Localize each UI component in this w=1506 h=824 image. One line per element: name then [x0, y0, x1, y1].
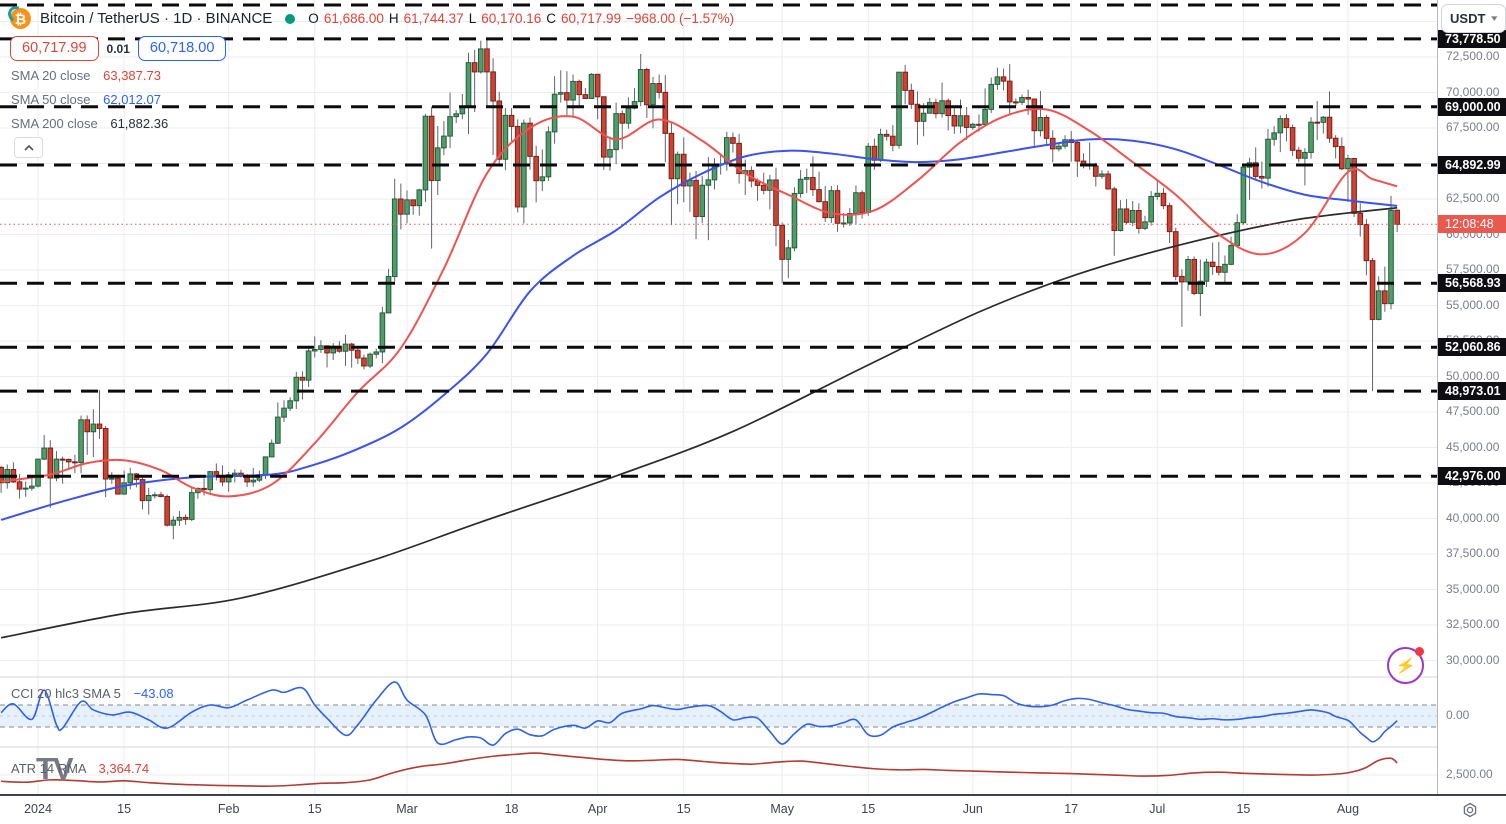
legend-atr[interactable]: ATR 14 RMA 3,364.74 — [11, 761, 149, 776]
cci-tick-label: 0.00 — [1446, 708, 1470, 722]
low-value: 60,170.16 — [481, 11, 542, 26]
price-tick-label: 32,500.00 — [1446, 617, 1500, 631]
price-tick-label: 57,500.00 — [1446, 262, 1500, 276]
close-label: C — [546, 11, 557, 26]
sma200-label: SMA 200 close — [11, 116, 98, 131]
currency-toggle-button[interactable]: USDT ▾ — [1441, 4, 1506, 33]
time-tick-label: 2024 — [24, 802, 52, 816]
level-price-badge: 73,778.50 — [1438, 29, 1506, 48]
market-status-icon[interactable] — [285, 13, 296, 24]
high-label: H — [388, 11, 399, 26]
level-price-badge: 52,060.86 — [1438, 338, 1506, 357]
buy-button[interactable]: 60,718.00 — [137, 36, 227, 61]
quick-alert-button[interactable]: ⚡ — [1387, 647, 1424, 684]
price-tick-label: 67,500.00 — [1446, 120, 1500, 134]
grid — [0, 0, 1437, 794]
quote-row: 60,717.99 0.01 60,718.00 — [10, 36, 227, 61]
cci-line — [0, 681, 1398, 746]
price-axis[interactable]: USDT ▾ 72,500.00 70,000.00 67,500.00 62,500… — [1437, 0, 1506, 794]
lightning-icon: ⚡ — [1394, 656, 1417, 676]
time-tick-label: 15 — [861, 802, 876, 816]
price-pane — [0, 38, 1400, 639]
atr-value: 3,364.74 — [98, 761, 150, 776]
time-tick-label: 15 — [676, 802, 691, 816]
price-tick-label: 45,000.00 — [1446, 439, 1500, 454]
bitcoin-icon: ₿ — [10, 8, 31, 29]
open-label: O — [308, 11, 319, 26]
time-tick-label: Mar — [396, 802, 418, 816]
atr-pane — [1, 752, 1398, 787]
price-tick-label: 50,000.00 — [1446, 368, 1500, 383]
sma50-line — [0, 138, 1398, 521]
legend-sma20[interactable]: SMA 20 close 63,387.73 — [11, 68, 161, 83]
chevron-up-icon — [23, 144, 34, 151]
sell-button[interactable]: 60,717.99 — [10, 36, 99, 61]
time-axis[interactable]: 2024 15 Feb 15 Mar 18 Apr 15 May 15 Jun 17 Jul 15 Aug — [0, 794, 1506, 824]
bar-countdown-badge: 12:08:48 — [1438, 215, 1506, 234]
time-tick-label: 15 — [1236, 802, 1251, 816]
time-tick-label: Aug — [1336, 802, 1360, 816]
candles — [0, 38, 1400, 540]
main-chart[interactable] — [0, 0, 1437, 794]
symbol-header: ₿ Bitcoin / TetherUS · 1D · BINANCE O 61,… — [10, 8, 734, 29]
legend-cci[interactable]: CCI 20 hlc3 SMA 5 −43.08 — [11, 686, 174, 701]
legend-sma200[interactable]: SMA 200 close 61,882.36 — [11, 116, 168, 131]
time-tick-label: 18 — [504, 802, 519, 816]
time-tick-label: May — [770, 802, 794, 816]
low-label: L — [468, 11, 477, 26]
price-tick-label: 37,500.00 — [1446, 546, 1500, 560]
sma20-label: SMA 20 close — [11, 68, 91, 83]
legend-collapse-button[interactable] — [14, 137, 43, 158]
sma20-value: 63,387.73 — [103, 68, 161, 83]
level-price-badge: 56,568.93 — [1438, 274, 1506, 293]
price-tick-label: 40,000.00 — [1446, 510, 1500, 525]
currency-label: USDT — [1450, 11, 1486, 26]
price-tick-label: 62,500.00 — [1446, 191, 1500, 205]
notification-dot — [1415, 647, 1424, 656]
time-tick-label: Jun — [962, 802, 983, 816]
sma20-line — [0, 107, 1398, 498]
sma50-label: SMA 50 close — [11, 92, 91, 107]
level-price-badge: 69,000.00 — [1438, 97, 1506, 116]
price-tick-label: 35,000.00 — [1446, 581, 1500, 596]
price-tick-label: 47,500.00 — [1446, 404, 1500, 418]
high-value: 61,744.37 — [403, 11, 464, 26]
change-value: −968.00 (−1.57%) — [626, 11, 735, 26]
gear-icon — [1463, 802, 1477, 818]
level-price-badge: 64,892.99 — [1438, 156, 1506, 175]
time-tick-label: 15 — [117, 802, 132, 816]
close-value: 60,717.99 — [561, 11, 622, 26]
sma200-value: 61,882.36 — [110, 116, 169, 131]
price-tick-label: 55,000.00 — [1446, 297, 1500, 312]
price-tick-label: 70,000.00 — [1446, 84, 1500, 99]
sma50-value: 62,012.07 — [103, 92, 161, 107]
symbol-title[interactable]: Bitcoin / TetherUS · 1D · BINANCE — [40, 10, 273, 27]
atr-tick-label: 2,500.00 — [1446, 767, 1493, 781]
axis-settings-button[interactable] — [1457, 801, 1483, 819]
time-tick-label: Apr — [587, 802, 608, 816]
spread-value: 0.01 — [106, 41, 130, 56]
legend-sma50[interactable]: SMA 50 close 62,012.07 — [11, 92, 161, 107]
price-tick-label: 30,000.00 — [1446, 652, 1500, 667]
time-tick-label: 17 — [1064, 802, 1079, 816]
cci-pane — [0, 681, 1437, 746]
time-tick-label: 15 — [307, 802, 322, 816]
ohlc-values: O 61,686.00 H 61,744.37 L 60,170.16 C 60,717… — [308, 11, 734, 26]
level-price-badge: 48,973.01 — [1438, 382, 1506, 401]
sma200-line — [0, 206, 1398, 639]
open-value: 61,686.00 — [323, 11, 384, 26]
atr-line — [1, 752, 1398, 787]
price-tick-label: 72,500.00 — [1446, 49, 1500, 63]
chevron-down-icon: ▾ — [1491, 13, 1498, 23]
time-tick-label: Feb — [217, 802, 240, 816]
level-price-badge: 42,976.00 — [1438, 467, 1506, 486]
cci-label: CCI 20 hlc3 SMA 5 — [11, 686, 121, 701]
tradingview-watermark-icon: TV — [36, 751, 74, 786]
atr-label: ATR 14 RMA — [11, 761, 86, 776]
cci-value: −43.08 — [133, 686, 174, 701]
time-tick-label: Jul — [1149, 802, 1166, 816]
